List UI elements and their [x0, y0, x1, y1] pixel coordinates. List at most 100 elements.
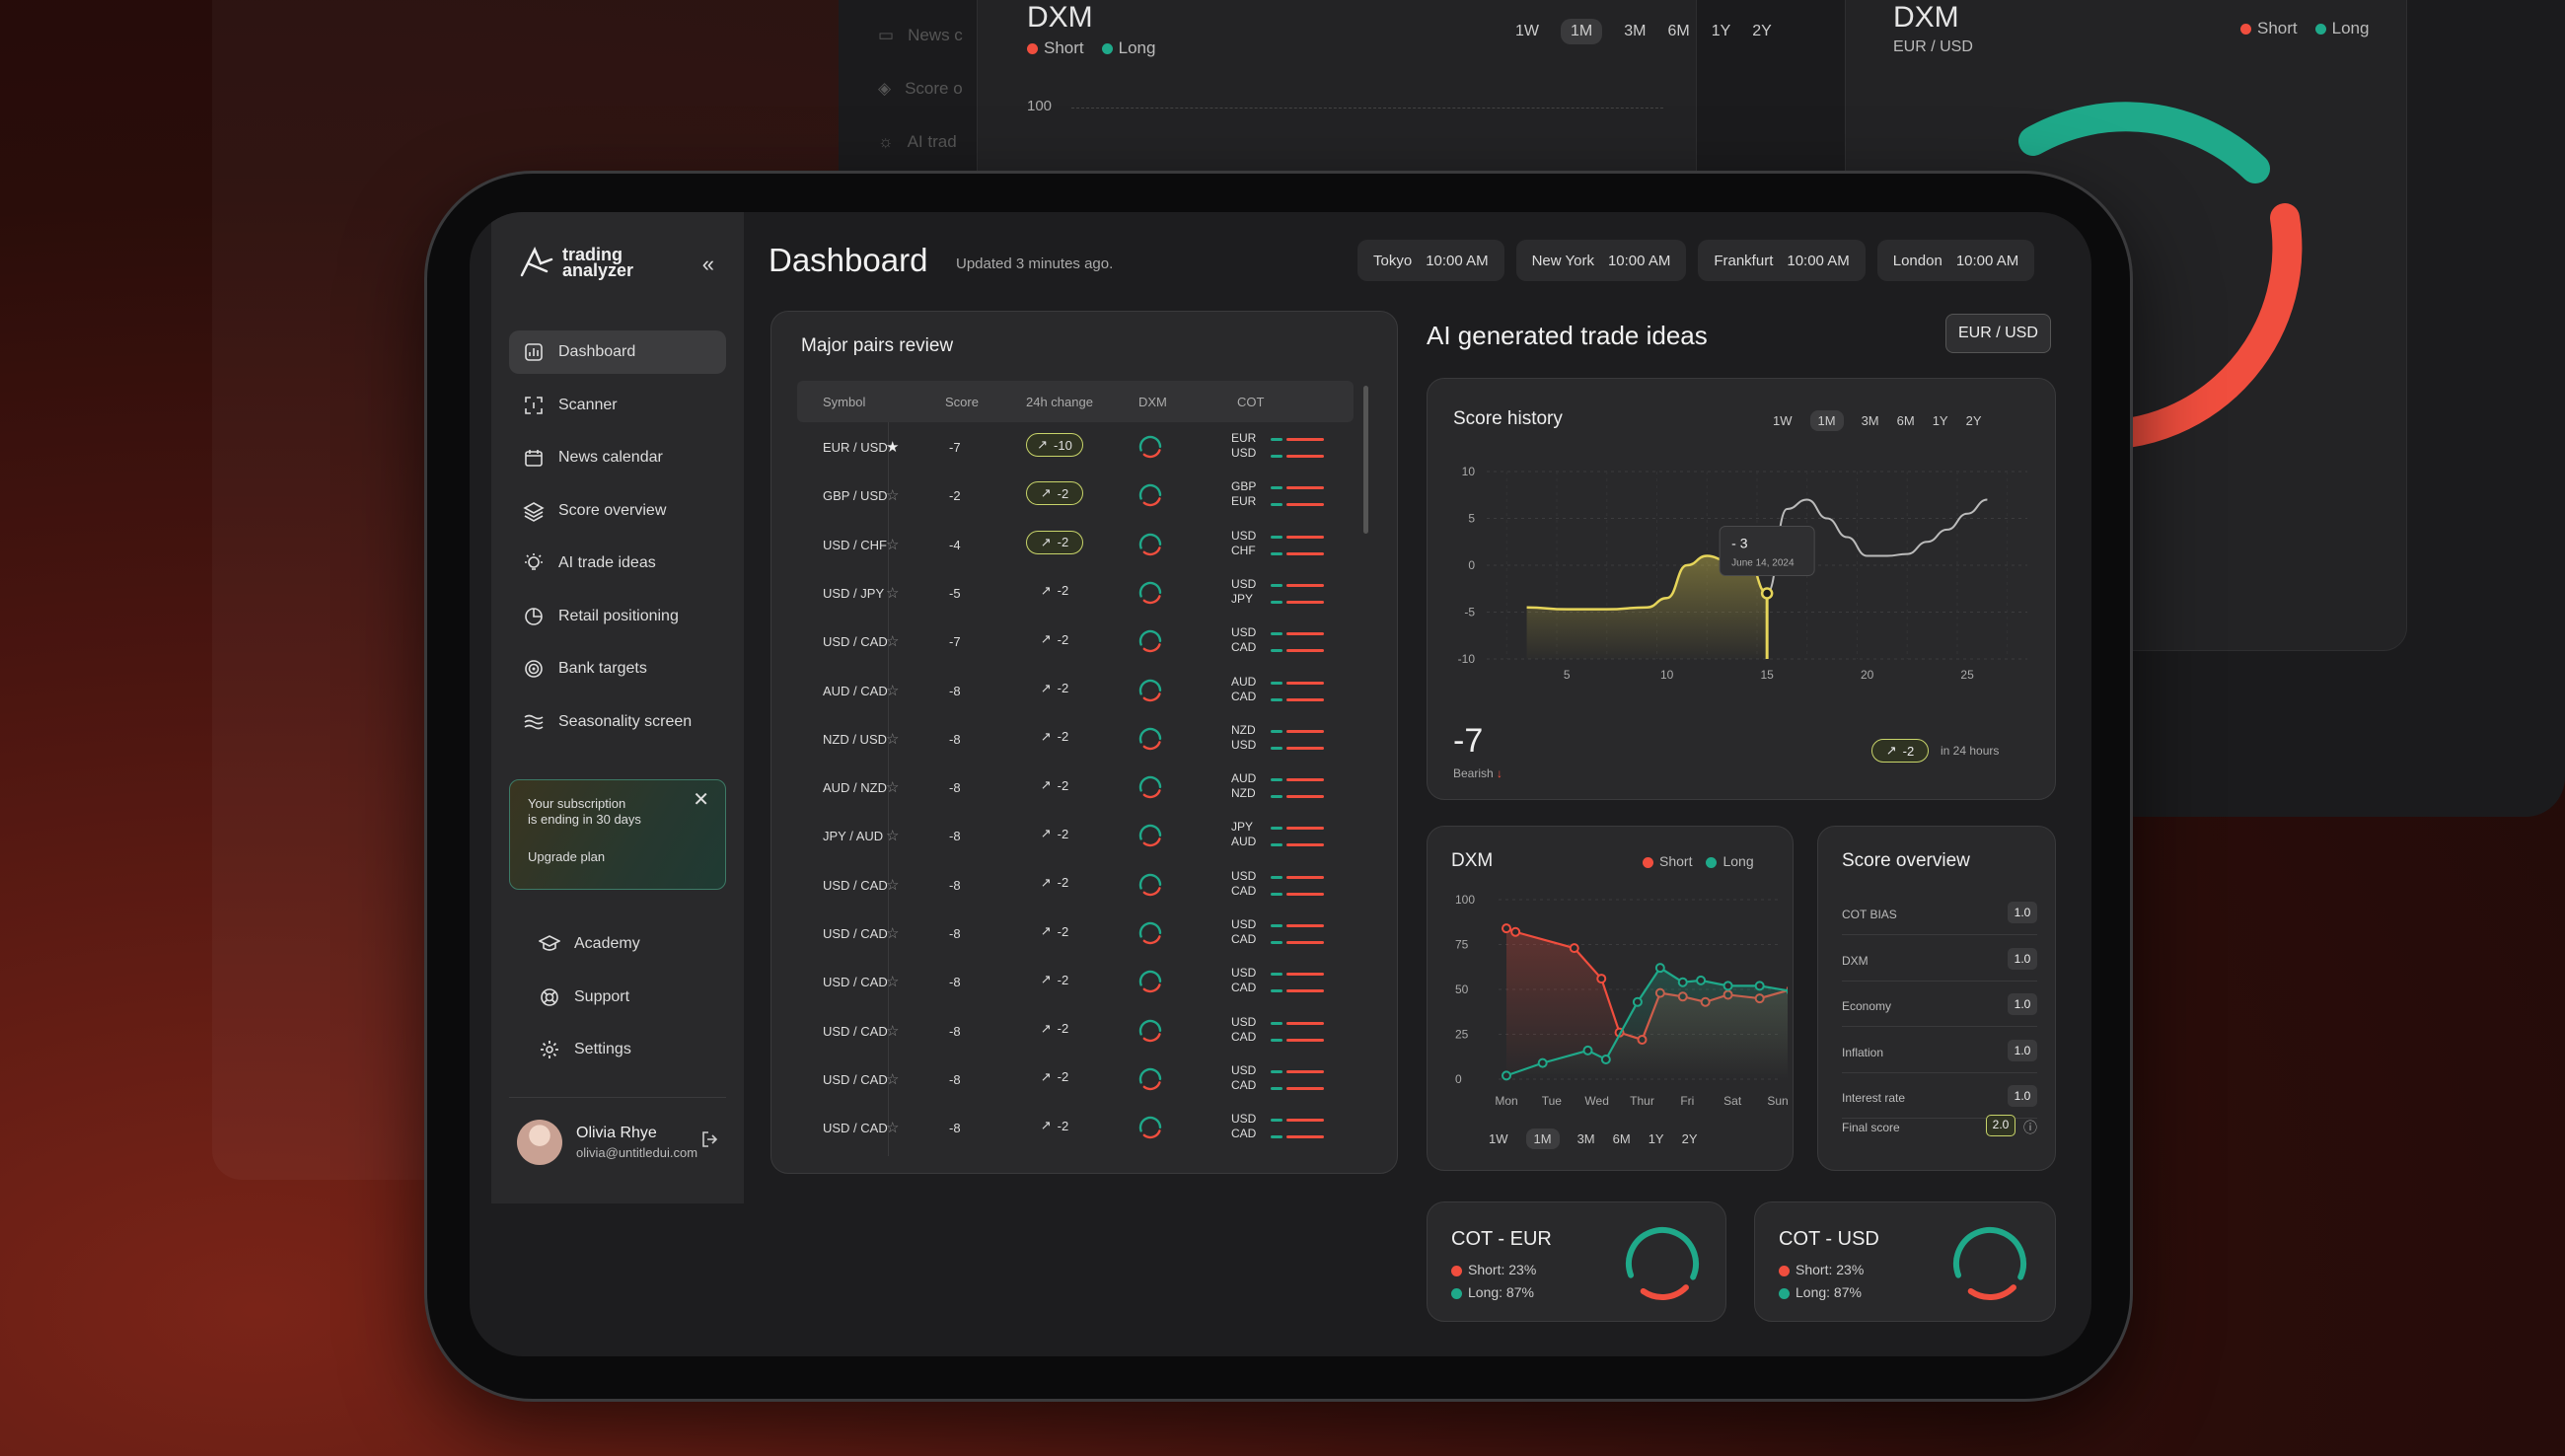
clock-london[interactable]: London 10:00 AM	[1876, 240, 2035, 281]
star-icon[interactable]: ☆	[886, 1120, 900, 1137]
sidebar-item-academy[interactable]: Academy	[527, 922, 724, 966]
star-icon[interactable]: ☆	[886, 779, 900, 797]
clock-tokyo[interactable]: Tokyo 10:00 AM	[1357, 240, 1504, 281]
table-row[interactable]: AUD / NZD ☆ -8 ↗ -2 AUD NZD	[797, 763, 1354, 811]
table-scrollbar[interactable]	[1363, 386, 1368, 534]
col-symbol[interactable]: Symbol	[823, 395, 866, 409]
star-icon[interactable]: ☆	[886, 1022, 900, 1040]
table-row[interactable]: USD / CAD ☆ -8 ↗ -2 USD CAD	[797, 1055, 1354, 1103]
col-cot[interactable]: COT	[1237, 395, 1265, 409]
table-row[interactable]: USD / JPY ☆ -5 ↗ -2 USD JPY	[797, 568, 1354, 617]
sidebar-item-dashboard[interactable]: Dashboard	[509, 330, 726, 374]
table-row[interactable]: AUD / CAD ☆ -8 ↗ -2 AUD CAD	[797, 666, 1354, 714]
arrow-up-right-icon: ↗	[1040, 972, 1052, 987]
star-icon[interactable]: ☆	[886, 584, 900, 602]
table-row[interactable]: USD / CAD ☆ -8 ↗ -2 USD CAD	[797, 957, 1354, 1005]
dxm-tab-1w[interactable]: 1W	[1489, 1131, 1508, 1146]
star-icon[interactable]: ☆	[886, 974, 900, 991]
sidebar-item-support[interactable]: Support	[527, 976, 724, 1019]
long-point[interactable]	[1537, 1057, 1548, 1068]
sidebar-item-seasonality-screen[interactable]: Seasonality screen	[509, 700, 726, 744]
table-row[interactable]: USD / CAD ☆ -8 ↗ -2 USD CAD	[797, 909, 1354, 957]
table-row[interactable]: JPY / AUD ☆ -8 ↗ -2 JPY AUD	[797, 811, 1354, 859]
table-row[interactable]: USD / CAD ☆ -8 ↗ -2 USD CAD	[797, 1006, 1354, 1055]
highlight-point[interactable]	[1760, 587, 1774, 600]
table-row[interactable]: USD / CAD ☆ -8 ↗ -2 USD CAD	[797, 1103, 1354, 1151]
pair-selector-button[interactable]: EUR / USD	[1945, 314, 2051, 353]
star-icon[interactable]: ☆	[886, 682, 900, 699]
upgrade-plan-link[interactable]: Upgrade plan	[528, 849, 606, 864]
sidebar-item-score-overview[interactable]: Score overview	[509, 489, 726, 533]
clock-frankfurt[interactable]: Frankfurt 10:00 AM	[1698, 240, 1866, 281]
dxm-tab-6m[interactable]: 6M	[1612, 1131, 1631, 1146]
collapse-sidebar-icon[interactable]: «	[701, 252, 714, 276]
background-tab-6m[interactable]: 6M	[1667, 23, 1690, 39]
avatar[interactable]	[517, 1120, 562, 1165]
score-history-tab-1m[interactable]: 1M	[1809, 410, 1844, 431]
background-tab-1m[interactable]: 1M	[1561, 19, 1603, 44]
sidebar-item-scanner[interactable]: Scanner	[509, 384, 726, 427]
star-icon[interactable]: ☆	[886, 925, 900, 942]
star-icon[interactable]: ☆	[886, 633, 900, 651]
sidebar-item-settings[interactable]: Settings	[527, 1028, 724, 1071]
long-point[interactable]	[1582, 1045, 1593, 1056]
col-score[interactable]: Score	[945, 395, 979, 409]
background-tab-1y[interactable]: 1Y	[1711, 23, 1731, 39]
col-dxm[interactable]: DXM	[1138, 395, 1167, 409]
sidebar-item-ai-trade-ideas[interactable]: AI trade ideas	[509, 542, 726, 585]
long-point[interactable]	[1696, 975, 1707, 985]
long-bar	[1271, 551, 1282, 555]
y-tick-label: 0	[1455, 1072, 1462, 1086]
long-point[interactable]	[1722, 981, 1733, 991]
score-history-tab-1y[interactable]: 1Y	[1932, 413, 1948, 428]
info-icon[interactable]: ⓘ	[2023, 1120, 2037, 1135]
table-row[interactable]: USD / CAD ☆ -7 ↗ -2 USD CAD	[797, 617, 1354, 665]
logo: trading analyzer	[519, 246, 633, 279]
score-history-tab-6m[interactable]: 6M	[1896, 413, 1915, 428]
table-row[interactable]: EUR / USD ★ -7 ↗ -10 EUR USD	[797, 422, 1354, 471]
star-icon[interactable]: ☆	[886, 876, 900, 894]
star-icon[interactable]: ☆	[886, 487, 900, 505]
dxm-tab-2y[interactable]: 2Y	[1681, 1131, 1698, 1146]
star-filled-icon[interactable]: ★	[886, 439, 900, 456]
sidebar-item-bank-targets[interactable]: Bank targets	[509, 647, 726, 691]
score-history-tab-3m[interactable]: 3M	[1861, 413, 1879, 428]
background-tab-2y[interactable]: 2Y	[1752, 23, 1772, 39]
table-row[interactable]: USD / CHF ☆ -4 ↗ -2 USD CHF	[797, 520, 1354, 568]
dxm-tab-3m[interactable]: 3M	[1576, 1131, 1595, 1146]
long-point[interactable]	[1600, 1054, 1611, 1064]
star-icon[interactable]: ☆	[886, 730, 900, 748]
pair-score: -5	[949, 585, 961, 601]
close-icon[interactable]: ✕	[693, 789, 709, 811]
table-row[interactable]: GBP / USD ☆ -2 ↗ -2 GBP EUR	[797, 471, 1354, 519]
long-point[interactable]	[1677, 977, 1688, 987]
score-history-tab-1w[interactable]: 1W	[1773, 413, 1793, 428]
long-point[interactable]	[1654, 963, 1665, 974]
short-point[interactable]	[1569, 943, 1579, 954]
sidebar-item-retail-positioning[interactable]: Retail positioning	[509, 595, 726, 638]
col-24h-change[interactable]: 24h change	[1026, 395, 1093, 409]
table-row[interactable]: NZD / USD ☆ -8 ↗ -2 NZD USD	[797, 714, 1354, 763]
table-row[interactable]: USD / CAD ☆ -8 ↗ -2 USD CAD	[797, 860, 1354, 909]
change-badge: ↗ -2	[1040, 777, 1069, 793]
star-icon[interactable]: ☆	[886, 536, 900, 553]
background-tab-3m[interactable]: 3M	[1624, 23, 1647, 39]
background-tab-1w[interactable]: 1W	[1515, 23, 1539, 39]
clock-new-york[interactable]: New York 10:00 AM	[1515, 240, 1687, 281]
dxm-tab-1m[interactable]: 1M	[1525, 1128, 1560, 1149]
short-point[interactable]	[1502, 923, 1511, 934]
logout-icon[interactable]	[700, 1129, 720, 1154]
sidebar-item-news-calendar[interactable]: News calendar	[509, 436, 726, 479]
short-point[interactable]	[1596, 974, 1607, 984]
dxm-ring	[1138, 1019, 1162, 1042]
star-icon[interactable]: ☆	[886, 1070, 900, 1088]
dxm-tab-1y[interactable]: 1Y	[1648, 1131, 1664, 1146]
star-icon[interactable]: ☆	[886, 828, 900, 845]
long-point[interactable]	[1632, 996, 1643, 1007]
long-bar	[1271, 583, 1282, 587]
sidebar-item-label: Settings	[574, 1041, 631, 1057]
long-point[interactable]	[1502, 1070, 1511, 1081]
short-point[interactable]	[1510, 926, 1521, 937]
long-point[interactable]	[1754, 981, 1765, 991]
score-history-tab-2y[interactable]: 2Y	[1965, 413, 1982, 428]
